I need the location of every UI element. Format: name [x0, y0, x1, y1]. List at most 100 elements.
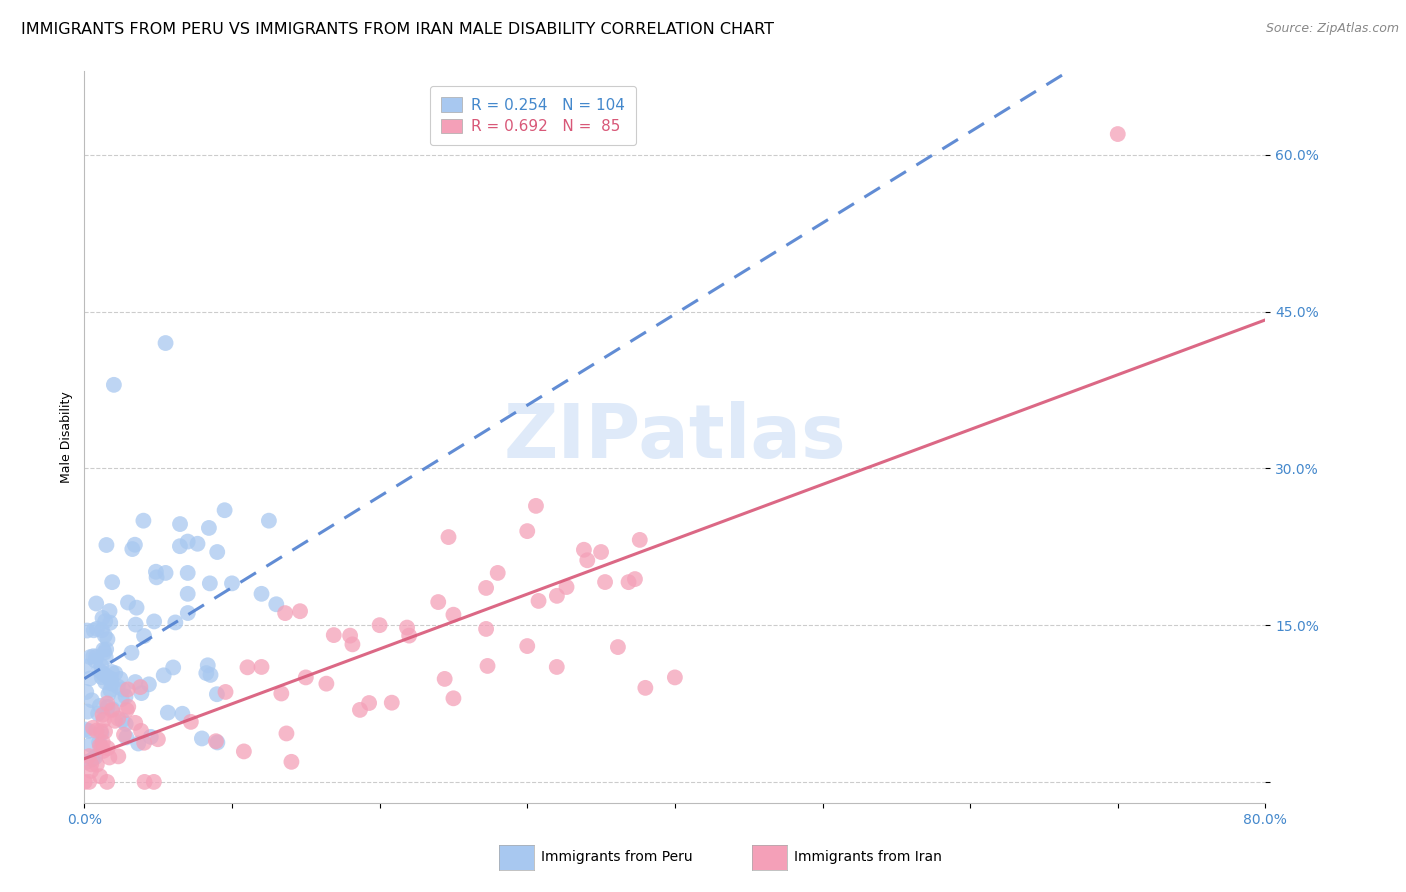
Point — [82, 649, 104, 664]
Point — [132, 514, 155, 528]
Point — [73, 659, 96, 673]
Point — [205, 734, 228, 748]
Point — [617, 575, 640, 590]
Point — [94, 724, 117, 739]
Point — [96, 697, 118, 711]
Point — [77, 775, 100, 789]
Point — [162, 660, 184, 674]
Point — [634, 681, 657, 695]
Point — [111, 692, 134, 706]
Point — [134, 736, 156, 750]
Point — [516, 639, 538, 653]
Point — [177, 566, 200, 580]
Point — [576, 553, 599, 567]
Point — [82, 752, 104, 766]
Point — [90, 665, 112, 680]
Point — [129, 723, 152, 738]
Point — [342, 637, 364, 651]
Point — [359, 696, 381, 710]
Point — [89, 739, 111, 753]
Point — [114, 717, 136, 731]
Point — [198, 576, 221, 591]
Point — [96, 632, 118, 647]
Point — [90, 724, 112, 739]
Point — [134, 775, 156, 789]
Point — [100, 672, 122, 686]
Point — [546, 660, 568, 674]
Point — [80, 693, 103, 707]
Point — [145, 565, 167, 579]
Point — [97, 687, 120, 701]
Point — [155, 566, 177, 580]
Point — [98, 683, 121, 698]
Point — [91, 744, 114, 758]
Point — [172, 706, 194, 721]
Point — [124, 675, 146, 690]
Point — [98, 750, 121, 764]
Point — [82, 721, 104, 735]
Point — [315, 676, 337, 690]
Point — [125, 600, 148, 615]
Point — [177, 587, 200, 601]
Point — [94, 614, 117, 628]
Point — [195, 666, 218, 681]
Point — [73, 775, 96, 789]
Point — [75, 723, 97, 737]
Point — [80, 764, 103, 778]
Point — [76, 705, 98, 719]
Point — [103, 377, 125, 392]
Point — [80, 757, 103, 772]
Point — [433, 672, 456, 686]
Point — [121, 646, 143, 660]
Point — [96, 642, 118, 657]
Point — [232, 744, 254, 758]
Point — [398, 629, 420, 643]
Point — [270, 686, 292, 700]
Point — [111, 713, 134, 727]
Point — [146, 732, 169, 747]
Point — [555, 580, 578, 594]
Point — [276, 726, 298, 740]
Point — [79, 650, 101, 665]
Point — [381, 696, 404, 710]
Point — [100, 703, 122, 717]
Point — [87, 735, 110, 749]
Point — [593, 575, 616, 590]
Point — [93, 646, 115, 660]
Point — [83, 624, 105, 638]
Point — [94, 650, 117, 665]
Point — [90, 726, 112, 740]
Point — [274, 606, 297, 620]
Point — [90, 670, 112, 684]
Point — [124, 715, 146, 730]
Point — [107, 749, 129, 764]
Point — [486, 566, 509, 580]
Point — [121, 542, 143, 557]
Point — [77, 749, 100, 764]
Point — [322, 628, 344, 642]
Point — [94, 674, 117, 689]
Point — [628, 533, 651, 547]
Point — [93, 668, 115, 682]
Point — [198, 521, 221, 535]
Point — [84, 649, 107, 664]
Text: Immigrants from Peru: Immigrants from Peru — [541, 850, 693, 864]
Point — [96, 775, 118, 789]
Point — [84, 654, 107, 668]
Point — [79, 738, 101, 752]
Point — [207, 735, 229, 749]
Point — [349, 703, 371, 717]
Point — [93, 713, 115, 727]
Point — [84, 723, 107, 738]
Point — [441, 607, 464, 622]
Point — [250, 587, 273, 601]
Point — [396, 621, 419, 635]
Point — [516, 524, 538, 538]
Point — [96, 538, 118, 552]
Point — [84, 750, 107, 764]
Point — [145, 570, 167, 584]
Point — [89, 769, 111, 783]
Point — [441, 691, 464, 706]
Point — [89, 698, 111, 713]
Point — [591, 545, 613, 559]
